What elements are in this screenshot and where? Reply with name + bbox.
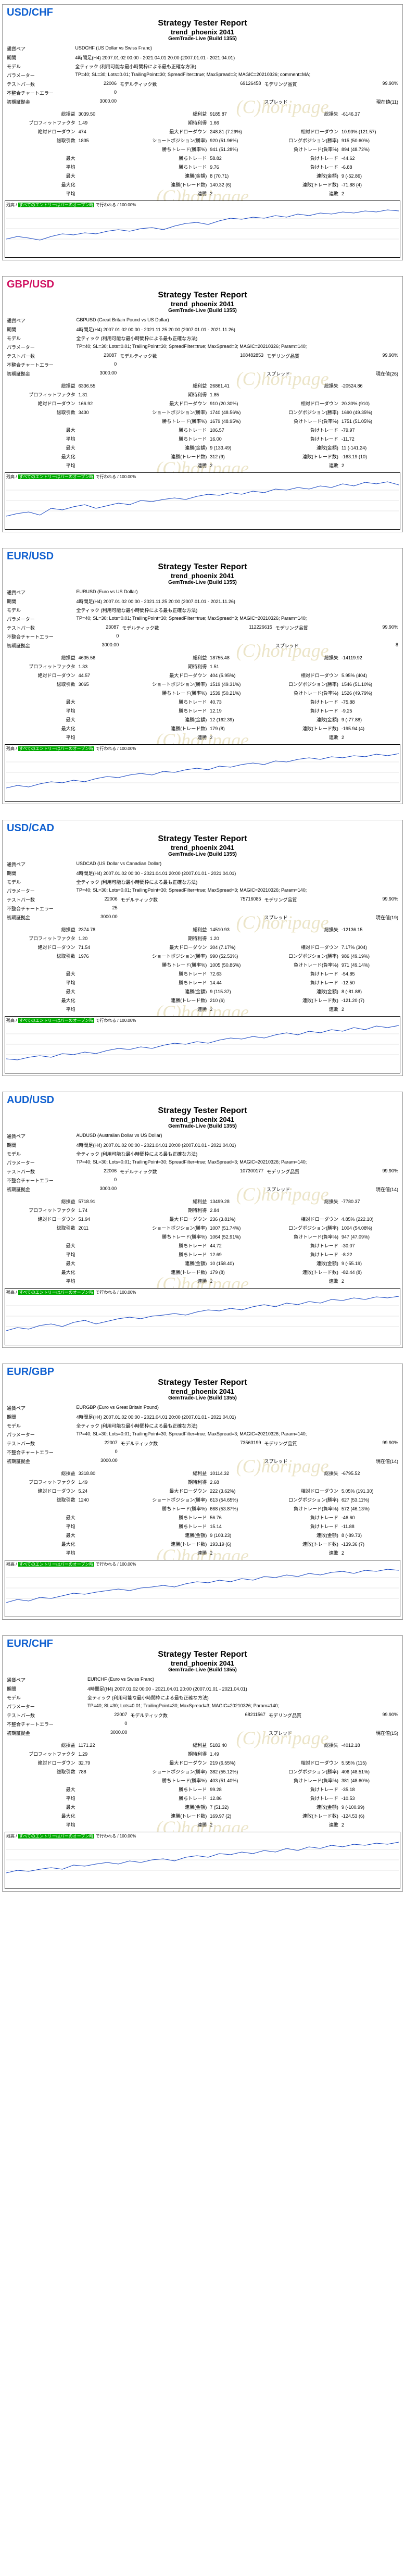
info-table: 通貨ペアEURUSD (Euro vs US Dollar) 期間4時間足(H4… [5, 587, 400, 651]
pair-title: EUR/CHF [5, 1638, 55, 1650]
strategy-report: (C)horipage (C)horipage AUD/USD Strategy… [2, 1092, 403, 1348]
ea-name: trend_phoenix 2041 [5, 844, 400, 852]
ea-name: trend_phoenix 2041 [5, 1387, 400, 1395]
equity-chart: 残高 / すべてのエントリーはバーのオープン時 で行われる / 100.00% [5, 1560, 400, 1617]
chart-label: 残高 / すべてのエントリーはバーのオープン時 で行われる / 100.00% [6, 1290, 399, 1295]
build-info: GemTrade-Live (Build 1355) [5, 852, 400, 857]
equity-sparkline [6, 480, 399, 521]
equity-chart: 残高 / すべてのエントリーはバーのオープン時 で行われる / 100.00% [5, 744, 400, 802]
report-header: Strategy Tester Report trend_phoenix 204… [5, 19, 400, 42]
chart-label: 残高 / すべてのエントリーはバーのオープン時 で行われる / 100.00% [6, 202, 399, 208]
report-header: Strategy Tester Report trend_phoenix 204… [5, 1378, 400, 1401]
strategy-report: (C)horipage (C)horipage EUR/USD Strategy… [2, 548, 403, 804]
ea-name: trend_phoenix 2041 [5, 1659, 400, 1667]
pair-title: USD/CHF [5, 7, 55, 19]
equity-sparkline [6, 208, 399, 249]
ea-name: trend_phoenix 2041 [5, 300, 400, 308]
build-info: GemTrade-Live (Build 1355) [5, 1123, 400, 1129]
equity-chart: 残高 / すべてのエントリーはバーのオープン時 で行われる / 100.00% [5, 1288, 400, 1345]
report-title: Strategy Tester Report [5, 1378, 400, 1387]
pair-title: USD/CAD [5, 822, 56, 834]
chart-label: 残高 / すべてのエントリーはバーのオープン時 で行われる / 100.00% [6, 746, 399, 752]
info-table: 通貨ペアGBPUSD (Great Britain Pound vs US Do… [5, 316, 400, 379]
strategy-report: (C)horipage (C)horipage USD/CAD Strategy… [2, 820, 403, 1076]
equity-sparkline [6, 1567, 399, 1609]
report-header: Strategy Tester Report trend_phoenix 204… [5, 562, 400, 585]
stats-table: 総損益4635.56 総利益18755.48 総損失-14119.92 プロフィ… [5, 653, 400, 742]
chart-label: 残高 / すべてのエントリーはバーのオープン時 で行われる / 100.00% [6, 1561, 399, 1567]
chart-label: 残高 / すべてのエントリーはバーのオープン時 で行われる / 100.00% [6, 1833, 399, 1839]
pair-title: EUR/GBP [5, 1366, 56, 1378]
equity-sparkline [6, 1295, 399, 1337]
report-header: Strategy Tester Report trend_phoenix 204… [5, 1106, 400, 1129]
report-title: Strategy Tester Report [5, 1106, 400, 1116]
stats-table: 総損益6336.55 総利益26861.41 総損失-20524.86 プロフィ… [5, 381, 400, 470]
pair-title: EUR/USD [5, 551, 56, 562]
stats-table: 総損益2374.78 総利益14510.93 総損失-12136.15 プロフィ… [5, 924, 400, 1014]
build-info: GemTrade-Live (Build 1355) [5, 1667, 400, 1673]
equity-sparkline [6, 752, 399, 793]
info-table: 通貨ペアUSDCAD (US Dollar vs Canadian Dollar… [5, 859, 400, 922]
equity-chart: 残高 / すべてのエントリーはバーのオープン時 で行われる / 100.00% [5, 1832, 400, 1889]
build-info: GemTrade-Live (Build 1355) [5, 36, 400, 42]
equity-sparkline [6, 1839, 399, 1881]
equity-chart: 残高 / すべてのエントリーはバーのオープン時 で行われる / 100.00% [5, 201, 400, 258]
build-info: GemTrade-Live (Build 1355) [5, 308, 400, 314]
equity-sparkline [6, 1023, 399, 1065]
stats-table: 総損益3039.50 総利益9185.87 総損失-6146.37 プロフィット… [5, 109, 400, 198]
info-table: 通貨ペアEURGBP (Euro vs Great Britain Pound)… [5, 1403, 400, 1466]
report-header: Strategy Tester Report trend_phoenix 204… [5, 1650, 400, 1673]
stats-table: 総損益1171.22 総利益5183.40 総損失-4012.18 プロフィット… [5, 1740, 400, 1830]
ea-name: trend_phoenix 2041 [5, 572, 400, 580]
chart-label: 残高 / すべてのエントリーはバーのオープン時 で行われる / 100.00% [6, 474, 399, 480]
strategy-report: (C)horipage (C)horipage USD/CHF Strategy… [2, 4, 403, 260]
report-title: Strategy Tester Report [5, 834, 400, 844]
report-title: Strategy Tester Report [5, 1650, 400, 1659]
report-header: Strategy Tester Report trend_phoenix 204… [5, 834, 400, 857]
info-table: 通貨ペアUSDCHF (US Dollar vs Swiss Franc) 期間… [5, 44, 400, 107]
report-header: Strategy Tester Report trend_phoenix 204… [5, 291, 400, 314]
pair-title: GBP/USD [5, 279, 56, 291]
equity-chart: 残高 / すべてのエントリーはバーのオープン時 で行われる / 100.00% [5, 1016, 400, 1073]
chart-label: 残高 / すべてのエントリーはバーのオープン時 で行われる / 100.00% [6, 1018, 399, 1023]
report-title: Strategy Tester Report [5, 562, 400, 572]
build-info: GemTrade-Live (Build 1355) [5, 1395, 400, 1401]
strategy-report: (C)horipage (C)horipage EUR/GBP Strategy… [2, 1364, 403, 1620]
strategy-report: (C)horipage (C)horipage GBP/USD Strategy… [2, 276, 403, 532]
ea-name: trend_phoenix 2041 [5, 1116, 400, 1123]
report-title: Strategy Tester Report [5, 19, 400, 28]
report-title: Strategy Tester Report [5, 291, 400, 300]
info-table: 通貨ペアEURCHF (Euro vs Swiss Franc) 期間4時間足(… [5, 1675, 400, 1738]
pair-title: AUD/USD [5, 1094, 56, 1106]
stats-table: 総損益5718.91 総利益13499.28 総損失-7780.37 プロフィッ… [5, 1196, 400, 1286]
build-info: GemTrade-Live (Build 1355) [5, 580, 400, 585]
stats-table: 総損益3318.80 総利益10114.32 総損失-6795.52 プロフィッ… [5, 1468, 400, 1558]
ea-name: trend_phoenix 2041 [5, 28, 400, 36]
equity-chart: 残高 / すべてのエントリーはバーのオープン時 で行われる / 100.00% [5, 472, 400, 530]
info-table: 通貨ペアAUDUSD (Australian Dollar vs US Doll… [5, 1131, 400, 1194]
strategy-report: (C)horipage (C)horipage EUR/CHF Strategy… [2, 1635, 403, 1892]
